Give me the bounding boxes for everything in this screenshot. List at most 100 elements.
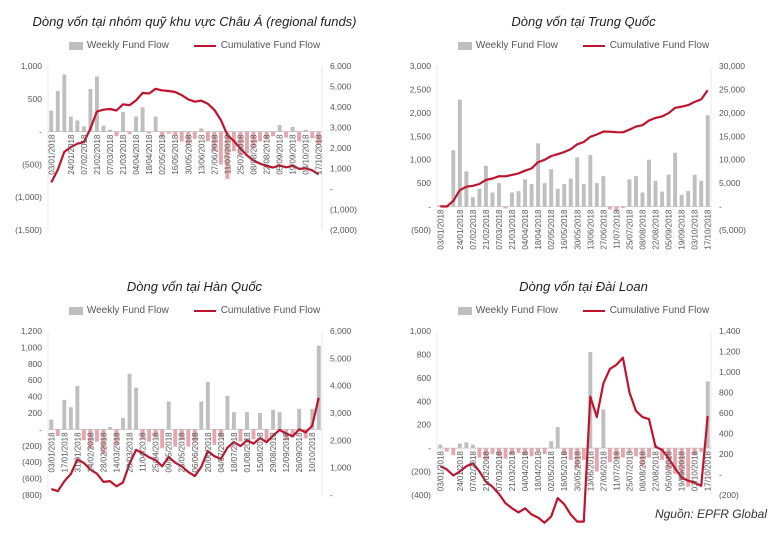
weekly-bar xyxy=(640,448,645,466)
weekly-bar xyxy=(62,399,67,430)
weekly-bar xyxy=(205,381,210,430)
x-tick-label: 25/04/2018 xyxy=(152,432,161,473)
x-tick-label: 21/03/2018 xyxy=(508,451,517,492)
y-tick-left: 600 xyxy=(417,373,431,383)
weekly-bar xyxy=(160,131,165,137)
weekly-bar xyxy=(101,429,106,454)
weekly-bar xyxy=(179,131,184,142)
y-tick-left: 2,500 xyxy=(410,84,432,94)
weekly-bar xyxy=(490,192,495,207)
weekly-bar xyxy=(490,448,495,454)
weekly-bar xyxy=(218,429,223,438)
y-tick-left: 1,500 xyxy=(410,131,432,141)
weekly-bar xyxy=(75,385,80,430)
weekly-bar xyxy=(464,171,469,207)
legend-label-bar: Weekly Fund Flow xyxy=(86,305,169,316)
y-tick-left: 500 xyxy=(417,178,431,188)
weekly-bar xyxy=(620,206,625,208)
weekly-bar xyxy=(94,429,99,442)
weekly-bar xyxy=(673,448,678,474)
weekly-bar xyxy=(562,184,567,207)
x-tick-label: 21/02/2018 xyxy=(93,134,102,175)
x-tick-label: 07/03/2018 xyxy=(106,134,115,175)
weekly-bar xyxy=(686,448,691,487)
weekly-bar xyxy=(653,180,658,207)
y-tick-right: - xyxy=(330,490,333,500)
x-tick-label: 25/07/2018 xyxy=(236,134,245,175)
y-tick-left: 1,000 xyxy=(21,342,43,352)
legend-swatch-bar xyxy=(68,306,83,315)
chart-panel-china: Dòng vốn tại Trung Quốc Weekly Fund Flow… xyxy=(389,0,778,265)
legend-label-bar: Weekly Fund Flow xyxy=(86,40,169,51)
weekly-bar xyxy=(81,126,86,132)
weekly-bar xyxy=(660,191,665,207)
legend: Weekly Fund Flow Cumulative Fund Flow xyxy=(0,305,389,316)
y-tick-right: 1,000 xyxy=(330,164,352,174)
weekly-bar xyxy=(497,183,501,207)
weekly-bar xyxy=(477,188,482,207)
x-tick-label: 04/04/2018 xyxy=(521,209,530,250)
weekly-bar xyxy=(186,429,191,447)
x-tick-label: 11/07/2018 xyxy=(612,209,621,249)
weekly-bar xyxy=(231,412,236,430)
weekly-bar xyxy=(179,429,184,441)
legend-label-line: Cumulative Fund Flow xyxy=(220,305,321,316)
x-tick-label: 16/05/2018 xyxy=(560,209,569,250)
y-tick-left: 400 xyxy=(28,392,42,402)
y-tick-right: 1,000 xyxy=(330,463,352,473)
weekly-bar xyxy=(634,176,638,207)
weekly-bar xyxy=(601,409,606,449)
weekly-bar xyxy=(588,155,593,207)
y-tick-left: (400) xyxy=(411,490,431,500)
weekly-bar xyxy=(238,131,243,156)
weekly-bar xyxy=(503,448,508,459)
weekly-bar xyxy=(464,442,469,449)
weekly-bar xyxy=(549,169,554,207)
x-tick-label: 06/06/2018 xyxy=(191,432,200,473)
y-tick-right: 25,000 xyxy=(719,84,745,94)
x-tick-label: 04/04/2018 xyxy=(132,134,141,175)
y-tick-right: 5,000 xyxy=(330,82,352,92)
weekly-bar xyxy=(575,157,580,207)
weekly-bar xyxy=(114,131,119,137)
legend-swatch-bar xyxy=(68,41,83,50)
x-tick-label: 14/03/2018 xyxy=(113,432,122,473)
legend-swatch-line xyxy=(193,44,216,47)
x-tick-label: 03/10/2018 xyxy=(691,209,700,250)
weekly-bar xyxy=(647,448,651,458)
x-tick-label: 13/06/2018 xyxy=(197,134,206,175)
weekly-bar xyxy=(160,429,165,449)
chart-svg: 3,000 2,500 2,000 1,500 1,000 500 - (500) 30,000… xyxy=(410,61,746,250)
y-tick-left: 1,200 xyxy=(21,326,43,336)
x-tick-label: 19/09/2018 xyxy=(678,451,687,492)
weekly-bar xyxy=(686,191,691,207)
weekly-bar xyxy=(290,429,295,438)
weekly-bar xyxy=(316,345,321,430)
y-tick-left: (500) xyxy=(22,159,42,169)
x-tick-label: 23/05/2018 xyxy=(178,432,187,473)
legend-label-bar: Weekly Fund Flow xyxy=(475,305,558,316)
y-tick-right: 6,000 xyxy=(330,61,352,71)
weekly-bar xyxy=(660,448,665,460)
x-tick-label: 03/01/2018 xyxy=(47,134,56,175)
weekly-bar xyxy=(88,429,93,450)
weekly-bar xyxy=(49,110,54,132)
y-tick-left: 3,000 xyxy=(410,61,432,71)
x-tick-label: 24/01/2018 xyxy=(456,451,465,492)
y-tick-left: (600) xyxy=(22,474,42,484)
x-tick-label: 09/05/2018 xyxy=(165,432,174,473)
chart-title: Dòng vốn tại nhóm quỹ khu vực Châu Á (re… xyxy=(32,14,357,29)
weekly-bar xyxy=(699,180,704,207)
x-tick-label: 03/01/2018 xyxy=(436,209,445,250)
cumulative-line xyxy=(440,89,709,208)
x-tick-label: 18/04/2018 xyxy=(145,134,154,175)
x-tick-label: 30/05/2018 xyxy=(184,134,193,175)
chart-svg: 1,000 800 600 400 200 - (200) (400) 1,400 1,200 1,… xyxy=(410,326,741,524)
weekly-bar xyxy=(264,429,269,442)
chart-title: Dòng vốn tại Hàn Quốc xyxy=(126,279,263,294)
weekly-bar xyxy=(614,448,619,460)
x-tick-label: 15/08/2018 xyxy=(256,432,265,473)
legend-label-line: Cumulative Fund Flow xyxy=(220,40,321,51)
cumulative-line xyxy=(50,87,320,183)
weekly-bar xyxy=(166,131,171,134)
